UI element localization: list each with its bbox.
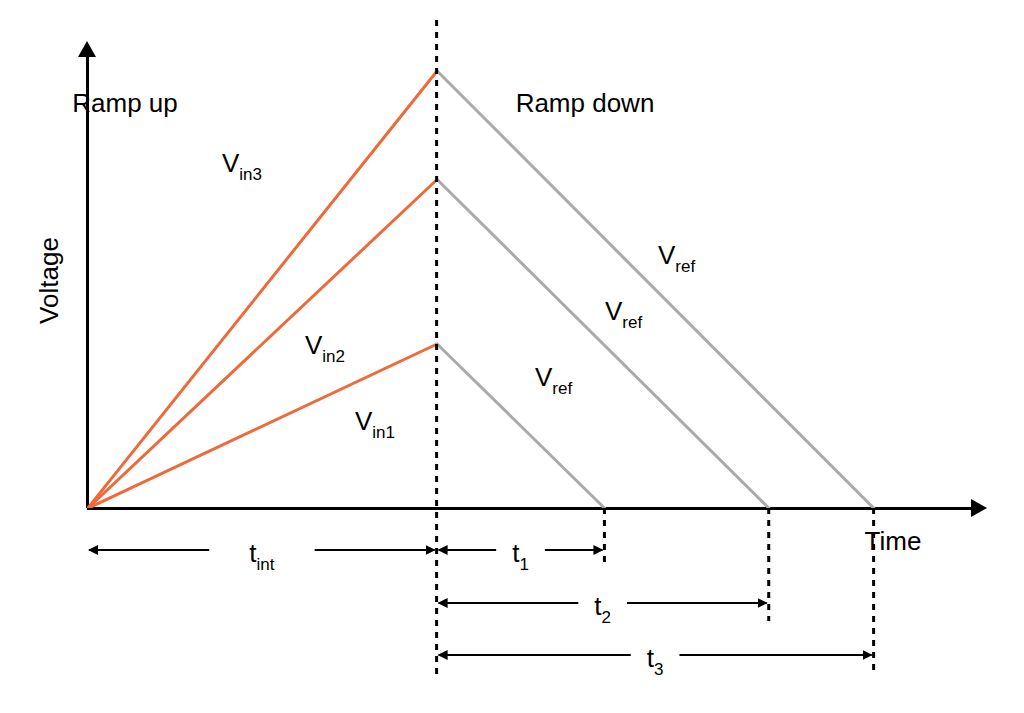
svg-text:Vin3: Vin3 bbox=[222, 148, 262, 184]
svg-text:Vref: Vref bbox=[658, 240, 695, 276]
svg-text:Time: Time bbox=[865, 526, 922, 556]
svg-text:Ramp down: Ramp down bbox=[516, 88, 655, 118]
svg-text:Ramp up: Ramp up bbox=[72, 88, 178, 118]
svg-text:Voltage: Voltage bbox=[34, 237, 64, 324]
svg-text:Vin2: Vin2 bbox=[305, 330, 345, 366]
svg-text:Vref: Vref bbox=[605, 296, 642, 332]
svg-text:t2: t2 bbox=[594, 591, 611, 627]
svg-text:t3: t3 bbox=[647, 643, 664, 679]
svg-text:Vref: Vref bbox=[535, 362, 572, 398]
svg-text:t1: t1 bbox=[512, 538, 529, 574]
svg-text:Vin1: Vin1 bbox=[355, 406, 395, 442]
svg-text:tint: tint bbox=[249, 538, 274, 574]
